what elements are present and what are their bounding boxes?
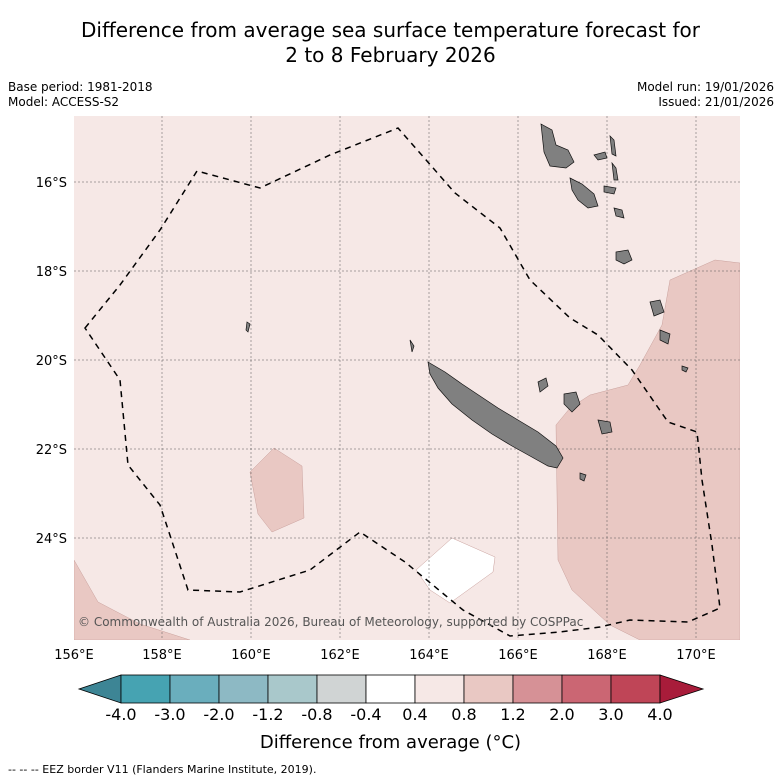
lat-label: 18°S (36, 265, 67, 280)
vanuatu-maewo (609, 135, 617, 157)
colorbar-bin (267, 674, 318, 704)
vanuatu-aneityum (681, 365, 689, 373)
lon-label: 162°E (320, 648, 360, 663)
colorbar-tick: 0.4 (402, 705, 428, 724)
colorbar-tick: 2.0 (549, 705, 575, 724)
latitude-labels: 16°S 18°S 20°S 22°S 24°S (36, 176, 67, 547)
colorbar-tick: -4.0 (105, 705, 137, 724)
loyalty-islands-ouvea (537, 377, 549, 393)
eez-border (84, 127, 721, 637)
colorbar-tick: -3.0 (154, 705, 186, 724)
title-line-1: Difference from average sea surface temp… (80, 18, 700, 42)
colorbar-bin (414, 674, 465, 704)
colorbar-bin (218, 674, 269, 704)
colorbar-bin (463, 674, 514, 704)
base-period: Base period: 1981-2018 (8, 80, 153, 94)
lon-label: 168°E (587, 648, 627, 663)
colorbar-tick: -0.8 (301, 705, 333, 724)
lon-label: 164°E (409, 648, 449, 663)
vanuatu-epi (613, 207, 625, 219)
chesterfield-islands (245, 321, 251, 333)
colorbar (77, 674, 705, 704)
warm-anomaly-region-central (249, 447, 305, 533)
colorbar-bin (610, 674, 661, 704)
colorbar-tick: 3.0 (598, 705, 624, 724)
new-caledonia-island (427, 361, 564, 469)
title-line-2: 2 to 8 February 2026 (285, 43, 496, 67)
graticule (74, 116, 740, 640)
colorbar-extend-high (659, 674, 705, 704)
colorbar-bin (120, 674, 171, 704)
loyalty-islands-mare (597, 419, 613, 435)
lat-label: 20°S (36, 354, 67, 369)
warm-anomaly-region-southwest (74, 559, 191, 640)
colorbar-tick: 0.8 (451, 705, 477, 724)
vanuatu-pentecost (611, 161, 619, 181)
vanuatu-ambae (593, 151, 608, 161)
copyright-text: © Commonwealth of Australia 2026, Bureau… (78, 615, 583, 629)
colorbar-bin (365, 674, 416, 704)
vanuatu-tanna (659, 329, 671, 345)
colorbar-extend-low (77, 674, 122, 704)
colorbar-tick: -1.2 (252, 705, 284, 724)
lon-label: 158°E (142, 648, 182, 663)
eez-footnote: -- -- -- EEZ border V11 (Flanders Marine… (8, 763, 317, 776)
vanuatu-malekula (569, 177, 599, 209)
colorbar-bin (316, 674, 367, 704)
meta-left: Base period: 1981-2018 Model: ACCESS-S2 (8, 80, 153, 110)
loyalty-islands-lifou (563, 391, 581, 413)
lon-label: 160°E (231, 648, 271, 663)
lon-label: 170°E (676, 648, 716, 663)
colorbar-tick: 4.0 (647, 705, 673, 724)
vanuatu-efate (615, 249, 633, 265)
colorbar-bin (561, 674, 612, 704)
vanuatu-ambrym (603, 185, 617, 195)
longitude-labels: 156°E 158°E 160°E 162°E 164°E 166°E 168°… (54, 648, 716, 663)
colorbar-tick: -0.4 (350, 705, 382, 724)
meta-right: Model run: 19/01/2026 Issued: 21/01/2026 (637, 80, 774, 110)
lat-label: 16°S (36, 176, 67, 191)
lat-label: 24°S (36, 532, 67, 547)
land-masses (245, 123, 689, 482)
model-run: Model run: 19/01/2026 (636, 80, 774, 94)
lon-label: 166°E (498, 648, 538, 663)
map-title: Difference from average sea surface temp… (0, 18, 781, 68)
colorbar-tick: -2.0 (203, 705, 235, 724)
colorbar-tick: 1.2 (500, 705, 526, 724)
lat-label: 22°S (36, 443, 67, 458)
lon-label: 156°E (54, 648, 94, 663)
colorbar-title: Difference from average (°C) (259, 732, 522, 753)
vanuatu-erromango (649, 299, 665, 317)
issued-date: Issued: 21/01/2026 (658, 95, 774, 109)
map-area: © Commonwealth of Australia 2026, Bureau… (74, 116, 740, 640)
vanuatu-espiritu-santo (540, 123, 575, 169)
colorbar-bin (169, 674, 220, 704)
isle-of-pines (579, 472, 587, 482)
model-name: Model: ACCESS-S2 (8, 95, 120, 109)
belep-island (409, 339, 415, 353)
colorbar-bin (512, 674, 563, 704)
